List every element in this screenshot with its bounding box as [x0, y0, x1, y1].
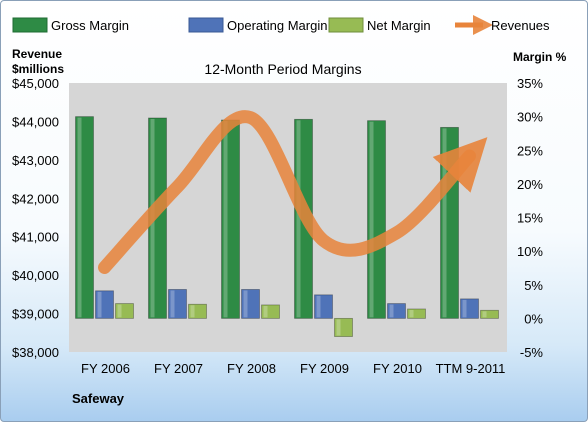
bar-highlight: [462, 299, 467, 318]
bar-net-margin: [480, 309, 499, 319]
left-tick-label: $40,000: [12, 268, 59, 283]
category-label: FY 2006: [81, 361, 130, 376]
bar-highlight: [77, 117, 82, 318]
right-tick-label: 5%: [524, 278, 543, 293]
right-tick-label: 15%: [517, 211, 543, 226]
bar-operating-margin: [168, 289, 187, 319]
bar-highlight: [336, 319, 341, 336]
bar-highlight: [389, 304, 394, 318]
legend-label-gross-margin: Gross Margin: [51, 18, 129, 33]
bar-net-margin: [188, 303, 207, 319]
revenue-line: [98, 110, 488, 274]
category-label: FY 2008: [227, 361, 276, 376]
bar-net-margin: [115, 303, 134, 319]
left-tick-label: $43,000: [12, 153, 59, 168]
bar-highlight: [190, 305, 195, 318]
legend-swatch-gross-margin: [12, 17, 48, 33]
left-axis-title-line2: $millions: [12, 62, 64, 76]
bar-highlight: [316, 295, 321, 318]
legend-label-net-margin: Net Margin: [367, 18, 431, 33]
bar-highlight: [369, 121, 374, 318]
bar-net-margin: [261, 304, 280, 319]
company-label: Safeway: [72, 391, 125, 406]
bar-highlight: [97, 291, 102, 318]
right-tick-label: 35%: [517, 76, 543, 91]
bar-operating-margin: [460, 298, 479, 319]
bar-net-margin: [407, 308, 426, 319]
legend-label-operating-margin: Operating Margin: [227, 18, 327, 33]
bar-highlight: [117, 304, 122, 318]
bar-highlight: [243, 290, 248, 318]
bar-highlight: [263, 305, 268, 318]
left-tick-label: $38,000: [12, 345, 59, 360]
category-label: FY 2009: [300, 361, 349, 376]
legend-label-revenues: Revenues: [491, 18, 550, 33]
bar-operating-margin: [314, 294, 333, 319]
right-axis-ticks: -5% 0% 5% 10% 15% 20% 25% 30% 35%: [517, 76, 543, 360]
left-axis-title-line1: Revenue: [12, 47, 62, 61]
right-tick-label: 0%: [524, 311, 543, 326]
bar-highlight: [442, 128, 447, 318]
bar-net-margin: [334, 317, 353, 337]
bar-highlight: [409, 309, 414, 318]
right-tick-label: 25%: [517, 143, 543, 158]
right-tick-label: 30%: [517, 110, 543, 125]
legend-swatch-operating-margin: [188, 17, 224, 33]
bar-highlight: [170, 290, 175, 318]
bar-gross-margin: [75, 116, 94, 319]
right-tick-label: 10%: [517, 244, 543, 259]
bar-operating-margin: [387, 303, 406, 319]
category-labels: FY 2006 FY 2007 FY 2008 FY 2009 FY 2010 TTM 9…: [81, 361, 505, 376]
right-tick-label: -5%: [520, 345, 544, 360]
revenues-line: [98, 110, 488, 274]
left-tick-label: $45,000: [12, 76, 59, 91]
bar-operating-margin: [95, 290, 114, 319]
legend: Gross Margin Operating Margin Net Margin…: [12, 15, 550, 35]
category-label: FY 2010: [373, 361, 422, 376]
left-tick-label: $39,000: [12, 307, 59, 322]
legend-swatch-net-margin: [328, 17, 364, 33]
bar-operating-margin: [241, 289, 260, 319]
left-tick-label: $42,000: [12, 191, 59, 206]
left-axis-ticks: $38,000 $39,000 $40,000 $41,000 $42,000 $43,0…: [12, 76, 59, 360]
bar-gross-margin: [367, 120, 386, 319]
left-tick-label: $44,000: [12, 114, 59, 129]
right-axis-title: Margin %: [513, 50, 567, 64]
bar-highlight: [296, 120, 301, 318]
category-label: TTM 9-2011: [436, 361, 506, 376]
chart-title: 12-Month Period Margins: [204, 61, 361, 77]
bar-highlight: [482, 311, 487, 318]
bar-highlight: [223, 120, 228, 318]
left-tick-label: $41,000: [12, 230, 59, 245]
bar-series: [75, 116, 499, 337]
right-tick-label: 20%: [517, 177, 543, 192]
category-label: FY 2007: [154, 361, 203, 376]
